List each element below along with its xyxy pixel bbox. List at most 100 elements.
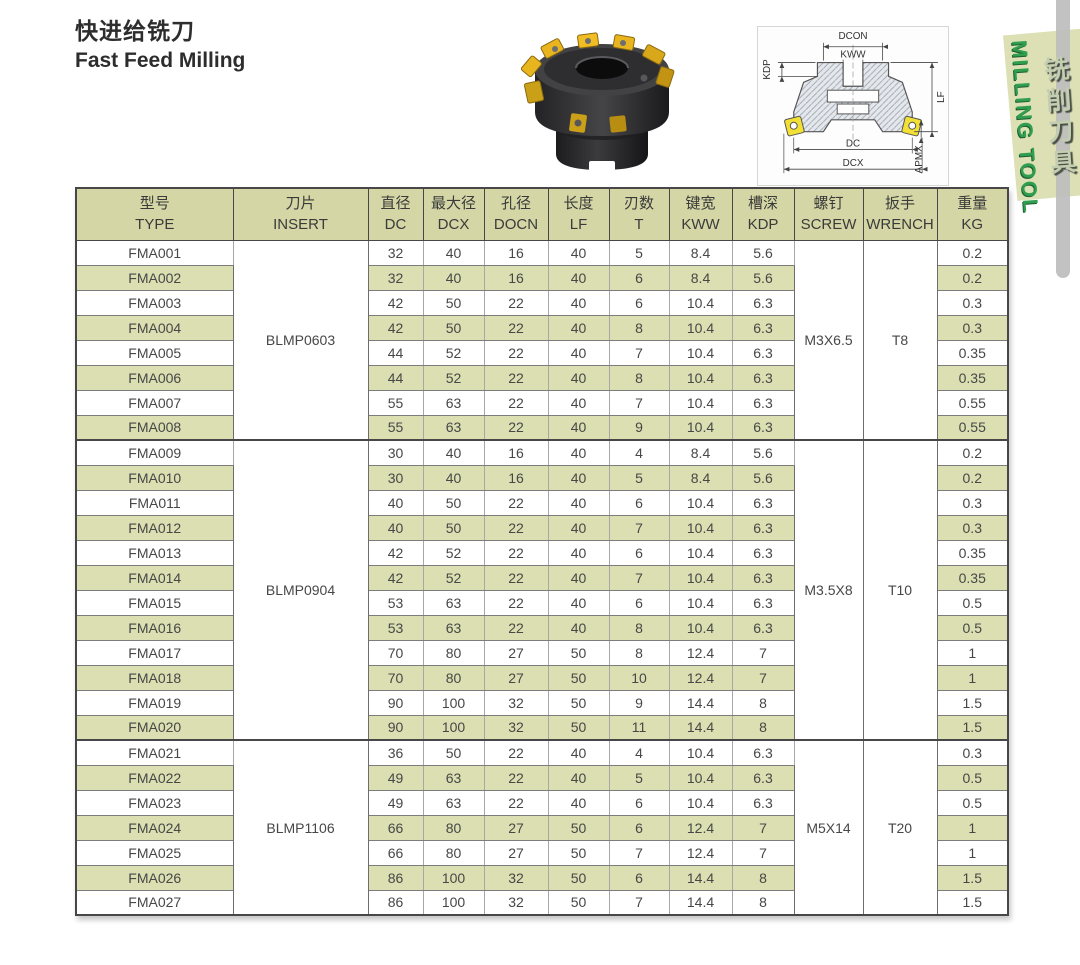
cell-docn: 22 <box>483 539 549 566</box>
cell-dcx: 52 <box>422 339 485 366</box>
cell-type: FMA010 <box>75 464 234 491</box>
milling-cutter-graphic <box>520 32 675 171</box>
table-row: FMA026 86 100 32 50 6 14.4 8 1.5 <box>75 864 1009 891</box>
cell-dc: 42 <box>367 314 424 341</box>
cell-kdp: 6.3 <box>731 414 795 441</box>
cell-dc: 40 <box>367 489 424 516</box>
cell-wrench: T20 <box>862 739 938 916</box>
cell-kww: 8.4 <box>668 439 733 466</box>
cell-type: FMA001 <box>75 239 234 266</box>
cell-docn: 16 <box>483 239 549 266</box>
cell-docn: 22 <box>483 589 549 616</box>
cell-dc: 36 <box>367 739 424 766</box>
column-header-insert: 刀片 INSERT <box>232 187 369 241</box>
cell-type: FMA018 <box>75 664 234 691</box>
cell-dcx: 80 <box>422 639 485 666</box>
cell-kg: 0.35 <box>936 564 1009 591</box>
label-lf: LF <box>936 91 947 103</box>
cell-kdp: 6.3 <box>731 314 795 341</box>
cell-dc: 42 <box>367 539 424 566</box>
cell-dcx: 63 <box>422 789 485 816</box>
cell-dc: 30 <box>367 464 424 491</box>
cell-wrench: T10 <box>862 439 938 741</box>
cell-kdp: 7 <box>731 814 795 841</box>
cell-type: FMA009 <box>75 439 234 466</box>
cell-kg: 0.3 <box>936 739 1009 766</box>
cell-kdp: 5.6 <box>731 464 795 491</box>
table-row: FMA027 86 100 32 50 7 14.4 8 1.5 <box>75 889 1009 916</box>
dimension-diagram-graphic: DCON KWW KDP LF APMX DC DCX <box>762 31 947 173</box>
cell-kdp: 5.6 <box>731 264 795 291</box>
cell-t: 7 <box>608 564 670 591</box>
cell-lf: 50 <box>547 639 610 666</box>
cell-lf: 50 <box>547 889 610 916</box>
cell-kg: 0.5 <box>936 589 1009 616</box>
table-row: FMA012 40 50 22 40 7 10.4 6.3 0.3 <box>75 514 1009 541</box>
cell-type: FMA017 <box>75 639 234 666</box>
cell-docn: 27 <box>483 664 549 691</box>
cell-kdp: 7 <box>731 639 795 666</box>
cell-dcx: 40 <box>422 464 485 491</box>
cell-lf: 40 <box>547 364 610 391</box>
cell-lf: 50 <box>547 839 610 866</box>
cell-dcx: 80 <box>422 814 485 841</box>
cell-dc: 30 <box>367 439 424 466</box>
cell-lf: 40 <box>547 539 610 566</box>
table-row: FMA018 70 80 27 50 10 12.4 7 1 <box>75 664 1009 691</box>
column-header-dcx: 最大径 DCX <box>422 187 485 241</box>
cell-kg: 1 <box>936 839 1009 866</box>
cell-t: 8 <box>608 639 670 666</box>
cell-docn: 22 <box>483 514 549 541</box>
cell-kdp: 6.3 <box>731 564 795 591</box>
cell-kg: 1.5 <box>936 889 1009 916</box>
cell-dcx: 63 <box>422 389 485 416</box>
cell-dcx: 52 <box>422 364 485 391</box>
cell-dc: 90 <box>367 689 424 716</box>
cell-lf: 50 <box>547 814 610 841</box>
cell-kww: 14.4 <box>668 864 733 891</box>
cell-docn: 22 <box>483 614 549 641</box>
cell-kdp: 6.3 <box>731 364 795 391</box>
cell-lf: 40 <box>547 339 610 366</box>
cell-dcx: 80 <box>422 839 485 866</box>
cell-dcx: 100 <box>422 889 485 916</box>
cell-screw: M5X14 <box>793 739 864 916</box>
cell-dc: 86 <box>367 889 424 916</box>
cell-t: 10 <box>608 664 670 691</box>
cell-t: 6 <box>608 539 670 566</box>
column-header-screw: 螺钉 SCREW <box>793 187 864 241</box>
cell-docn: 32 <box>483 689 549 716</box>
cell-dcx: 63 <box>422 614 485 641</box>
cell-kww: 10.4 <box>668 389 733 416</box>
cell-lf: 40 <box>547 389 610 416</box>
title-chinese: 快进给铣刀 <box>75 18 195 44</box>
cell-kg: 0.3 <box>936 489 1009 516</box>
cell-kdp: 6.3 <box>731 489 795 516</box>
cell-type: FMA005 <box>75 339 234 366</box>
cell-docn: 22 <box>483 289 549 316</box>
cell-type: FMA006 <box>75 364 234 391</box>
cell-type: FMA026 <box>75 864 234 891</box>
cell-kg: 0.3 <box>936 289 1009 316</box>
cell-kdp: 8 <box>731 714 795 741</box>
cell-kdp: 6.3 <box>731 289 795 316</box>
cell-kg: 0.2 <box>936 464 1009 491</box>
cell-dc: 40 <box>367 514 424 541</box>
column-header-kww: 键宽 KWW <box>668 187 733 241</box>
table-row: FMA021 BLMP1106 36 50 22 40 4 10.4 6.3 M5X14 T20 0.… <box>75 739 1009 916</box>
cell-docn: 16 <box>483 264 549 291</box>
cell-kg: 0.3 <box>936 314 1009 341</box>
spec-table-header: 型号 TYPE 刀片 INSERT 直径 DC 最大径 DCX 孔径 DOCN 长度 LF 刃数 T 键宽 K… <box>75 187 1009 241</box>
cell-dcx: 52 <box>422 539 485 566</box>
cell-dcx: 40 <box>422 264 485 291</box>
cell-docn: 22 <box>483 414 549 441</box>
cell-dc: 44 <box>367 339 424 366</box>
cell-kg: 1 <box>936 639 1009 666</box>
cell-docn: 22 <box>483 789 549 816</box>
title-english: Fast Feed Milling <box>75 49 246 72</box>
cell-t: 6 <box>608 289 670 316</box>
cell-t: 11 <box>608 714 670 741</box>
cell-dcx: 100 <box>422 689 485 716</box>
cell-kdp: 6.3 <box>731 514 795 541</box>
